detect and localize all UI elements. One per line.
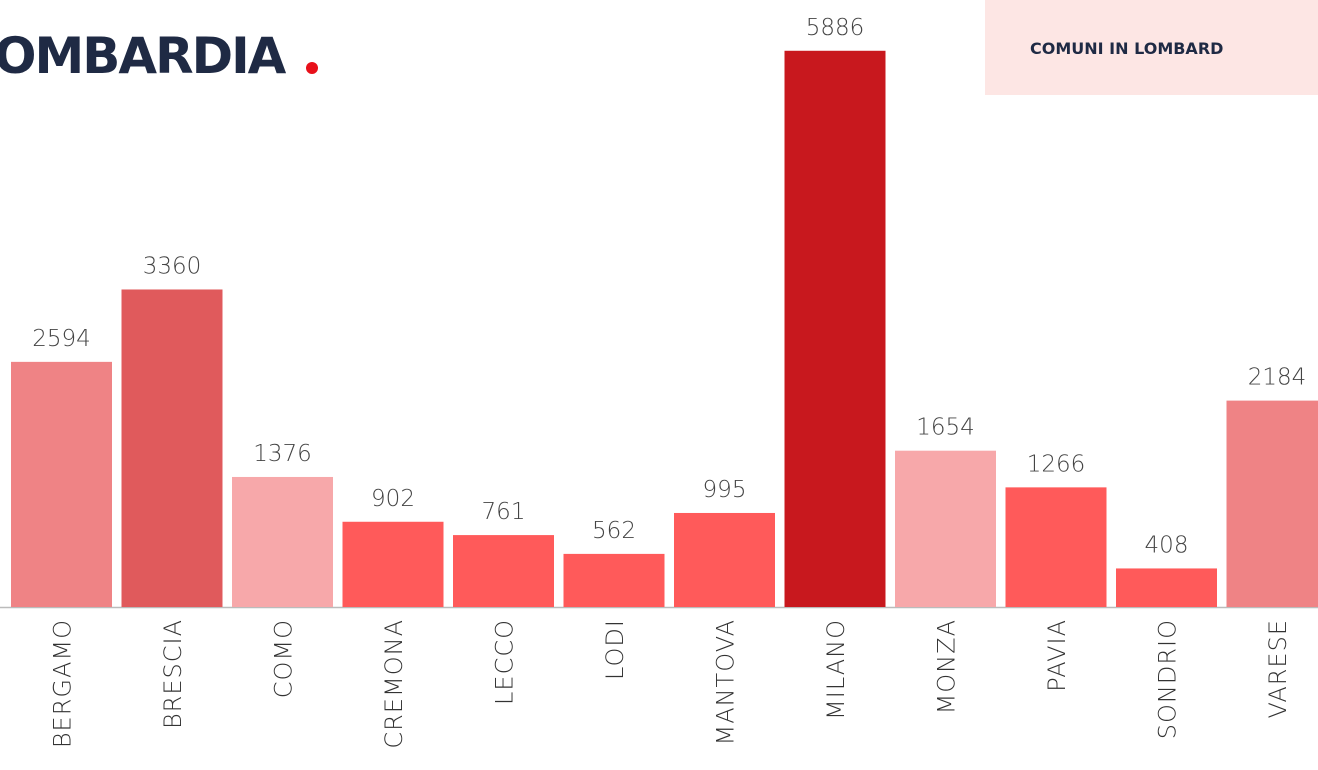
- x-tick-label: BRESCIA: [159, 619, 187, 729]
- bar: [1005, 487, 1107, 607]
- bar: [895, 450, 996, 607]
- subtitle-box: [985, 0, 1318, 95]
- chart-subtitle: COMUNI IN LOMBARD: [1030, 39, 1223, 58]
- x-tick-label: LECCO: [491, 619, 519, 705]
- value-label: 3360: [143, 253, 202, 279]
- value-label: 2594: [32, 326, 91, 352]
- bar: [1226, 400, 1318, 607]
- x-tick-label: BERGAMO: [49, 619, 77, 748]
- bar: [674, 512, 775, 607]
- x-tick-label: PAVIA: [1043, 619, 1071, 692]
- chart-title: OMBARDIA: [0, 27, 287, 85]
- x-tick-label: MONZA: [933, 619, 961, 714]
- x-tick-label: LODI: [601, 619, 629, 680]
- value-label: 995: [703, 477, 747, 503]
- value-label: 1266: [1027, 451, 1086, 477]
- bar: [342, 521, 444, 607]
- value-label: 761: [482, 499, 526, 525]
- x-tick-label: COMO: [270, 619, 298, 698]
- value-label: 2184: [1248, 365, 1307, 391]
- bar: [121, 289, 223, 607]
- value-label: 1376: [253, 441, 312, 467]
- bar: [784, 50, 886, 607]
- value-label: 902: [371, 486, 415, 512]
- value-label: 562: [592, 518, 636, 544]
- x-tick-label: MANTOVA: [712, 619, 740, 746]
- title-dot: [306, 62, 318, 74]
- bar: [453, 535, 554, 607]
- bar: [11, 361, 112, 607]
- value-label: 408: [1145, 532, 1189, 558]
- x-tick-label: CREMONA: [380, 619, 408, 749]
- bar: [563, 553, 665, 607]
- x-tick-label: MILANO: [822, 619, 850, 720]
- value-label: 5886: [806, 15, 865, 41]
- x-tick-label: SONDRIO: [1154, 619, 1182, 739]
- value-label: 1654: [916, 415, 975, 441]
- x-tick-label: VARESE: [1264, 619, 1292, 719]
- bar: [232, 476, 333, 607]
- bar: [1116, 568, 1217, 607]
